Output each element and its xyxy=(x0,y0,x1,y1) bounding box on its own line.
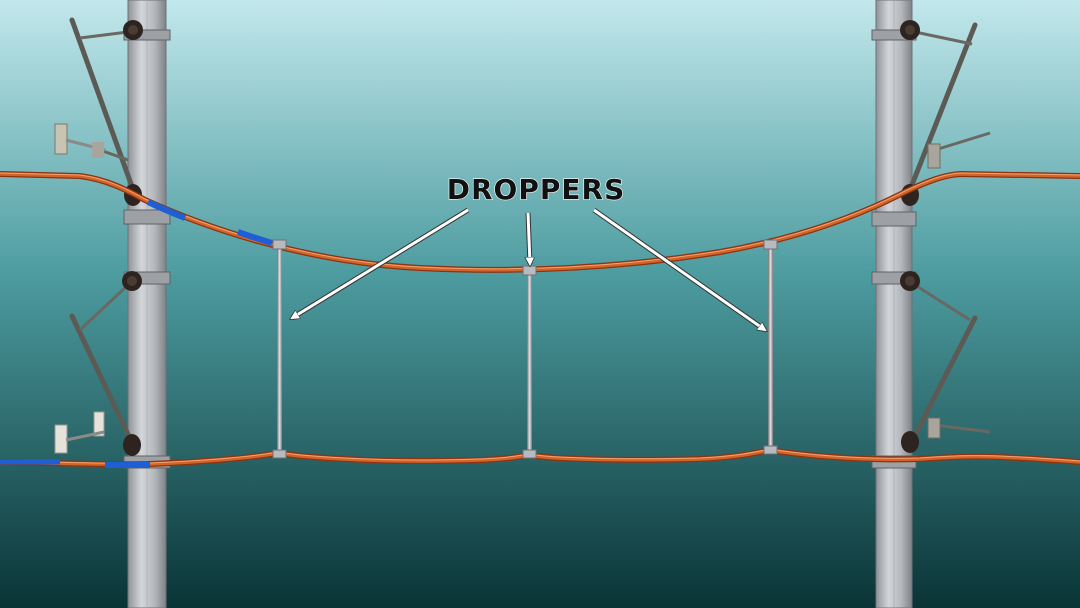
dropper-left xyxy=(272,239,287,459)
left-cantilever-lower xyxy=(54,271,142,456)
insulated-sleeve xyxy=(236,229,273,246)
right-cantilever-lower xyxy=(900,271,991,453)
insulator-icon xyxy=(901,431,919,453)
dropper-center xyxy=(522,265,537,459)
insulated-sleeve xyxy=(146,199,187,221)
registration-arm-icon xyxy=(927,417,941,439)
right-mast xyxy=(875,0,913,608)
registration-arm-icon xyxy=(54,411,105,454)
left-mast xyxy=(127,0,167,608)
catenary-wire xyxy=(0,170,1080,273)
right-cantilever-upper xyxy=(900,20,991,206)
registration-arm-icon xyxy=(927,143,941,169)
left-cantilever-upper xyxy=(54,17,143,206)
annotation-arrows xyxy=(292,207,765,330)
registration-arm-icon xyxy=(54,123,106,158)
insulator-icon xyxy=(123,20,143,40)
insulator-icon xyxy=(900,271,920,291)
droppers-label: DROPPERS xyxy=(447,173,626,206)
insulator-icon xyxy=(900,20,920,40)
insulator-icon xyxy=(122,271,142,291)
dropper-right xyxy=(763,239,778,455)
insulator-icon xyxy=(123,434,141,456)
